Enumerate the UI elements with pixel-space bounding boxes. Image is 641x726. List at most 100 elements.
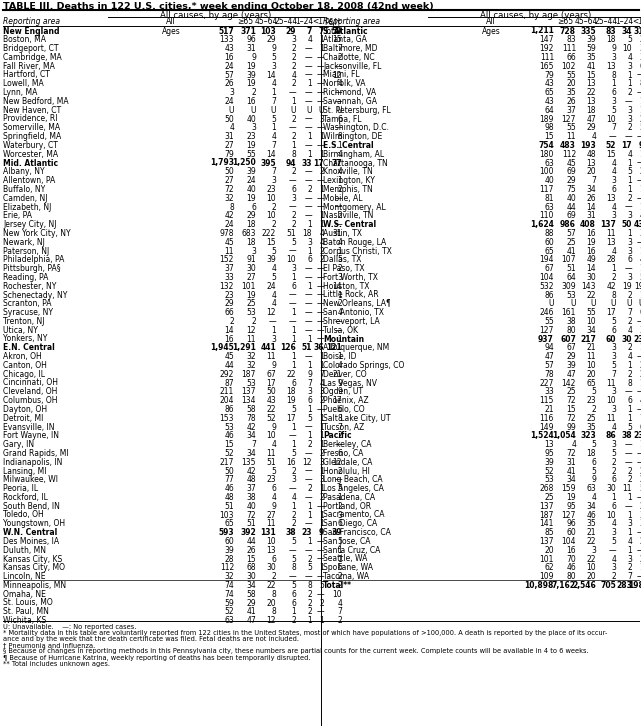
Text: —: —	[317, 273, 324, 282]
Text: Las Vegas, NV: Las Vegas, NV	[323, 378, 377, 388]
Text: 5: 5	[271, 273, 276, 282]
Text: 34: 34	[246, 449, 256, 458]
Text: 94: 94	[544, 343, 554, 352]
Text: § Because of changes in reporting methods in this Pennsylvania city, these numbe: § Because of changes in reporting method…	[3, 648, 588, 654]
Text: 2: 2	[628, 194, 632, 203]
Text: 5: 5	[591, 440, 596, 449]
Text: Tucson, AZ: Tucson, AZ	[323, 423, 364, 431]
Text: 18: 18	[587, 106, 596, 115]
Text: 42: 42	[224, 211, 234, 220]
Text: 5: 5	[307, 563, 312, 572]
Text: 23: 23	[301, 528, 312, 537]
Text: 9: 9	[638, 141, 641, 150]
Text: 58: 58	[246, 405, 256, 414]
Text: —: —	[317, 308, 324, 317]
Text: 69: 69	[566, 211, 576, 220]
Text: 5: 5	[291, 555, 296, 563]
Text: 2: 2	[639, 502, 641, 510]
Text: 47: 47	[246, 616, 256, 625]
Text: 2: 2	[307, 185, 312, 194]
Text: 64: 64	[544, 106, 554, 115]
Text: 211: 211	[220, 387, 234, 396]
Text: 1: 1	[337, 555, 342, 563]
Text: U: U	[570, 299, 576, 309]
Text: 1: 1	[639, 97, 641, 106]
Text: 1: 1	[612, 493, 616, 502]
Text: 83: 83	[605, 27, 616, 36]
Text: 22: 22	[267, 405, 276, 414]
Text: 6: 6	[291, 598, 296, 608]
Text: —: —	[317, 62, 324, 70]
Text: 2: 2	[639, 167, 641, 176]
Text: ¶ Because of Hurricane Katrina, weekly reporting of deaths has been temporarily : ¶ Because of Hurricane Katrina, weekly r…	[3, 655, 310, 661]
Text: 1,624: 1,624	[530, 220, 554, 229]
Text: 25: 25	[567, 237, 576, 247]
Text: 99: 99	[566, 423, 576, 431]
Text: Kansas City, KS: Kansas City, KS	[3, 555, 62, 563]
Text: 34: 34	[246, 581, 256, 590]
Text: 11: 11	[247, 335, 256, 343]
Text: 5: 5	[291, 449, 296, 458]
Text: 8: 8	[291, 563, 296, 572]
Text: 52: 52	[606, 141, 616, 150]
Text: —: —	[304, 97, 312, 106]
Text: 292: 292	[220, 370, 234, 379]
Text: 72: 72	[224, 185, 234, 194]
Text: 4: 4	[571, 440, 576, 449]
Text: —: —	[288, 484, 296, 493]
Text: 1: 1	[307, 405, 312, 414]
Text: 143: 143	[581, 282, 596, 290]
Text: 47: 47	[566, 370, 576, 379]
Text: 41: 41	[567, 247, 576, 256]
Text: 1: 1	[307, 510, 312, 520]
Text: 38: 38	[285, 528, 296, 537]
Text: 1: 1	[319, 440, 324, 449]
Text: 10: 10	[267, 194, 276, 203]
Text: 86: 86	[605, 431, 616, 440]
Text: 15: 15	[544, 132, 554, 141]
Text: 1: 1	[319, 150, 324, 159]
Text: 6: 6	[627, 396, 632, 405]
Text: U: U	[290, 106, 296, 115]
Text: Dayton, OH: Dayton, OH	[3, 405, 47, 414]
Text: 2: 2	[337, 53, 342, 62]
Text: 67: 67	[266, 370, 276, 379]
Text: 78: 78	[246, 414, 256, 423]
Text: 7: 7	[319, 27, 324, 36]
Text: 3: 3	[291, 476, 296, 484]
Text: —: —	[304, 194, 312, 203]
Text: 15: 15	[333, 36, 342, 44]
Text: 9: 9	[591, 476, 596, 484]
Text: Pasadena, CA: Pasadena, CA	[323, 493, 375, 502]
Text: 79: 79	[544, 70, 554, 80]
Text: U: U	[306, 106, 312, 115]
Text: New York City, NY: New York City, NY	[3, 229, 71, 238]
Text: Toledo, OH: Toledo, OH	[3, 510, 44, 520]
Text: 43: 43	[633, 220, 641, 229]
Text: 11: 11	[267, 449, 276, 458]
Text: 116: 116	[540, 414, 554, 423]
Text: 26: 26	[246, 546, 256, 555]
Text: 3: 3	[639, 53, 641, 62]
Text: ≥65: ≥65	[557, 17, 573, 26]
Text: 13: 13	[267, 546, 276, 555]
Text: 2: 2	[628, 467, 632, 476]
Text: 5: 5	[611, 106, 616, 115]
Text: Sacramento, CA: Sacramento, CA	[323, 510, 385, 520]
Text: 10: 10	[622, 44, 632, 53]
Text: 40: 40	[566, 194, 576, 203]
Text: 2: 2	[337, 572, 342, 581]
Text: —: —	[637, 528, 641, 537]
Text: —: —	[317, 53, 324, 62]
Text: 1: 1	[307, 282, 312, 290]
Text: 23: 23	[587, 396, 596, 405]
Text: 34: 34	[246, 431, 256, 440]
Text: —: —	[304, 290, 312, 300]
Text: 50: 50	[224, 167, 234, 176]
Text: 42: 42	[246, 423, 256, 431]
Text: —: —	[637, 194, 641, 203]
Text: Pittsburgh, PA§: Pittsburgh, PA§	[3, 264, 61, 273]
Text: Fort Worth, TX: Fort Worth, TX	[323, 273, 378, 282]
Text: † Pneumonia and influenza.: † Pneumonia and influenza.	[3, 642, 96, 648]
Text: 18: 18	[606, 36, 616, 44]
